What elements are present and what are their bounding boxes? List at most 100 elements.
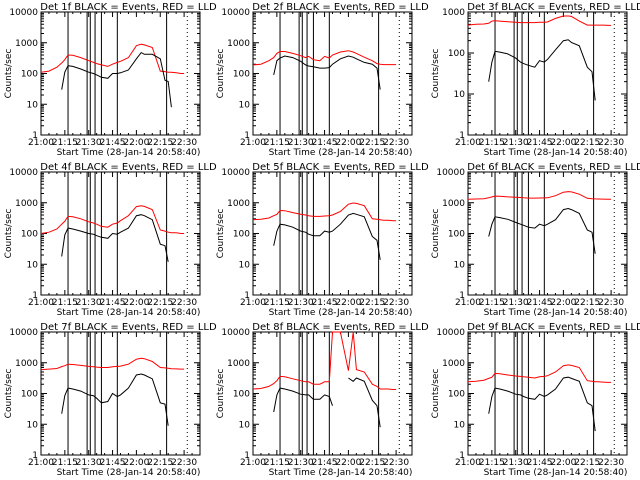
chart-title: Det 3f BLACK = Events, RED = LLD <box>467 2 640 13</box>
y-axis-label: Counts/sec <box>4 209 14 259</box>
y-tick-label: 10 <box>454 260 466 270</box>
x-tick-label: 21:45 <box>100 138 126 148</box>
x-tick-label: 21:45 <box>100 458 126 468</box>
lld-series-line <box>252 50 397 66</box>
x-tick-label: 21:30 <box>503 458 529 468</box>
y-tick-label: 10 <box>454 90 466 100</box>
x-tick-label: 21:45 <box>527 458 553 468</box>
x-tick-label: 22:30 <box>171 458 197 468</box>
x-tick-label: 22:30 <box>383 138 409 148</box>
events-series-line <box>61 214 169 262</box>
x-tick-label: 22:00 <box>123 458 149 468</box>
x-tick-label: 21:00 <box>455 298 481 308</box>
chart-title: Det 8f BLACK = Events, RED = LLD <box>252 322 429 333</box>
x-tick-label: 22:15 <box>359 458 385 468</box>
x-tick-label: 22:15 <box>574 458 600 468</box>
chart-title: Det 9f BLACK = Events, RED = LLD <box>467 322 640 333</box>
x-tick-label: 22:30 <box>383 458 409 468</box>
events-series-line <box>273 377 381 428</box>
y-tick-label: 1000 <box>227 39 250 49</box>
x-tick-label: 21:30 <box>76 458 102 468</box>
x-tick-label: 21:00 <box>28 298 54 308</box>
y-tick-label: 100 <box>233 390 250 400</box>
y-axis-label: Counts/sec <box>4 369 14 419</box>
x-tick-label: 21:30 <box>76 298 102 308</box>
y-axis-label: Counts/sec <box>216 369 226 419</box>
x-tick-label: 21:45 <box>312 298 338 308</box>
y-tick-label: 1 <box>244 291 250 301</box>
y-tick-label: 10000 <box>9 168 38 178</box>
x-axis-label: Start Time (28-Jan-14 20:58:40) <box>57 308 201 318</box>
y-tick-label: 10000 <box>9 328 38 338</box>
y-tick-label: 1 <box>459 451 465 461</box>
y-tick-label: 10000 <box>9 8 38 18</box>
y-tick-label: 1 <box>244 451 250 461</box>
x-tick-label: 21:00 <box>240 298 266 308</box>
x-axis-label: Start Time (28-Jan-14 20:58:40) <box>57 148 201 158</box>
chart-title: Det 2f BLACK = Events, RED = LLD <box>252 2 429 13</box>
events-series-line <box>488 207 596 254</box>
x-tick-label: 22:30 <box>171 298 197 308</box>
events-series-line <box>61 373 169 426</box>
y-tick-label: 1 <box>244 131 250 141</box>
x-tick-label: 22:15 <box>147 458 173 468</box>
y-tick-label: 1000 <box>15 359 38 369</box>
x-tick-label: 22:00 <box>123 298 149 308</box>
x-axis-label: Start Time (28-Jan-14 20:58:40) <box>269 468 413 478</box>
y-axis-label: Counts/sec <box>431 209 441 259</box>
x-tick-label: 21:45 <box>527 138 553 148</box>
x-axis-label: Start Time (28-Jan-14 20:58:40) <box>269 148 413 158</box>
x-tick-label: 21:45 <box>100 298 126 308</box>
x-tick-label: 21:15 <box>479 458 505 468</box>
x-tick-label: 21:15 <box>479 138 505 148</box>
x-tick-label: 21:00 <box>240 458 266 468</box>
plot-frame <box>40 171 201 296</box>
x-tick-label: 22:15 <box>147 138 173 148</box>
x-tick-label: 21:30 <box>288 458 314 468</box>
x-tick-label: 21:30 <box>503 138 529 148</box>
x-tick-label: 21:15 <box>52 138 78 148</box>
plot-frame <box>252 331 413 456</box>
y-tick-label: 10 <box>454 420 466 430</box>
x-tick-label: 22:30 <box>598 458 624 468</box>
x-tick-label: 21:30 <box>503 298 529 308</box>
x-tick-label: 21:00 <box>455 458 481 468</box>
plot-frame <box>467 171 628 296</box>
x-tick-label: 21:15 <box>264 298 290 308</box>
y-tick-label: 10 <box>239 260 251 270</box>
y-tick-label: 1000 <box>442 199 465 209</box>
x-axis-label: Start Time (28-Jan-14 20:58:40) <box>484 308 628 318</box>
y-axis-label: Counts/sec <box>216 49 226 99</box>
y-tick-label: 10 <box>27 100 39 110</box>
x-axis-label: Start Time (28-Jan-14 20:58:40) <box>484 468 628 478</box>
plot-frame <box>467 11 628 136</box>
y-tick-label: 1 <box>459 131 465 141</box>
x-tick-label: 21:00 <box>455 138 481 148</box>
x-tick-label: 22:15 <box>574 298 600 308</box>
x-tick-label: 22:15 <box>574 138 600 148</box>
y-tick-label: 1000 <box>227 199 250 209</box>
events-series-line <box>488 39 596 101</box>
plot-frame <box>252 11 413 136</box>
x-tick-label: 22:00 <box>550 458 576 468</box>
y-tick-label: 1000 <box>15 199 38 209</box>
x-tick-label: 22:30 <box>598 298 624 308</box>
y-tick-label: 10 <box>27 260 39 270</box>
chart-title: Det 6f BLACK = Events, RED = LLD <box>467 162 640 173</box>
y-tick-label: 10 <box>239 420 251 430</box>
x-tick-label: 21:30 <box>76 138 102 148</box>
lld-series-line <box>252 202 397 222</box>
events-series-line <box>488 376 596 432</box>
x-axis-label: Start Time (28-Jan-14 20:58:40) <box>484 148 628 158</box>
x-tick-label: 22:15 <box>359 298 385 308</box>
events-series-line <box>273 212 381 260</box>
y-tick-label: 1000 <box>227 359 250 369</box>
x-tick-label: 21:30 <box>288 298 314 308</box>
x-axis-label: Start Time (28-Jan-14 20:58:40) <box>269 308 413 318</box>
y-tick-label: 100 <box>21 70 38 80</box>
y-tick-label: 1000 <box>442 8 465 18</box>
x-tick-label: 22:30 <box>383 298 409 308</box>
x-tick-label: 21:15 <box>264 138 290 148</box>
y-tick-label: 1000 <box>15 39 38 49</box>
